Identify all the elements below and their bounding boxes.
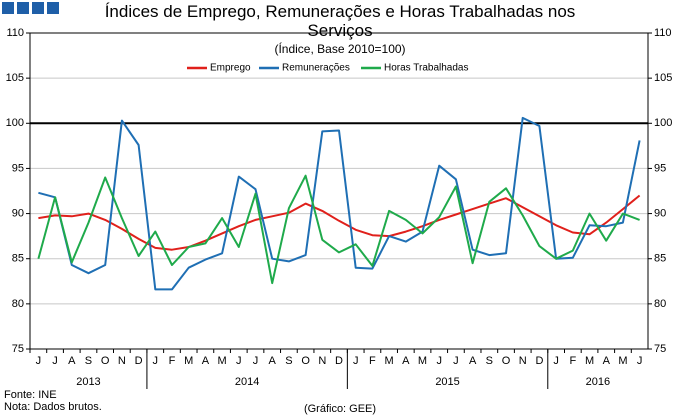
year-label: 2016: [586, 376, 610, 388]
y2-tick-label: 80: [654, 298, 666, 310]
y-tick-label: 80: [12, 298, 24, 310]
x-tick-label: O: [502, 355, 511, 367]
note: Nota: Dados brutos.: [4, 401, 102, 413]
x-tick-label: M: [585, 355, 594, 367]
x-tick-label: J: [353, 355, 359, 367]
y-tick-label: 90: [12, 207, 24, 219]
x-tick-label: F: [169, 355, 176, 367]
y2-tick-label: 100: [654, 117, 672, 129]
x-tick-label: A: [402, 355, 410, 367]
y2-tick-label: 95: [654, 162, 666, 174]
x-tick-label: S: [285, 355, 292, 367]
y2-tick-label: 110: [654, 27, 672, 39]
y2-tick-label: 90: [654, 207, 666, 219]
x-tick-label: F: [569, 355, 576, 367]
logo-square: [17, 2, 29, 14]
plot-frame: [29, 32, 649, 350]
year-label: 2015: [435, 376, 459, 388]
x-tick-label: N: [318, 355, 326, 367]
y-tick-label: 75: [12, 343, 24, 355]
x-tick-label: M: [217, 355, 226, 367]
y-tick-label: 100: [6, 117, 24, 129]
x-tick-label: M: [618, 355, 627, 367]
x-tick-label: J: [153, 355, 159, 367]
x-tick-label: J: [236, 355, 242, 367]
y-tick-label: 85: [12, 253, 24, 265]
y2-tick-label: 75: [654, 343, 666, 355]
series-line: [38, 116, 641, 291]
year-label: 2013: [76, 376, 100, 388]
x-tick-label: M: [418, 355, 427, 367]
x-tick-label: S: [486, 355, 493, 367]
legend-label: Remunerações: [282, 63, 350, 74]
chart-title: Índices de Emprego, Remunerações e Horas…: [104, 2, 576, 40]
x-tick-label: O: [101, 355, 110, 367]
series-line: [37, 174, 640, 285]
x-tick-label: J: [36, 355, 42, 367]
x-tick-label: J: [436, 355, 442, 367]
x-tick-label: J: [253, 355, 259, 367]
logo-square: [32, 2, 44, 14]
note: Fonte: INE: [4, 389, 57, 401]
y-tick-label: 95: [12, 162, 24, 174]
legend-label: Emprego: [210, 63, 251, 74]
year-label: 2014: [235, 376, 259, 388]
y2-tick-label: 105: [654, 72, 672, 84]
x-tick-label: F: [369, 355, 376, 367]
series-line: [38, 194, 641, 251]
legend-label: Horas Trabalhadas: [384, 63, 469, 74]
x-tick-label: J: [453, 355, 459, 367]
x-tick-label: A: [603, 355, 611, 367]
credit: (Gráfico: GEE): [304, 403, 376, 415]
x-tick-label: M: [385, 355, 394, 367]
x-tick-label: N: [519, 355, 527, 367]
logo-square: [2, 2, 14, 14]
x-tick-label: D: [535, 355, 543, 367]
x-tick-label: N: [118, 355, 126, 367]
logo-square: [47, 2, 59, 14]
x-tick-label: O: [301, 355, 310, 367]
x-tick-label: A: [269, 355, 277, 367]
x-tick-label: D: [135, 355, 143, 367]
x-tick-label: J: [52, 355, 58, 367]
x-tick-label: S: [85, 355, 92, 367]
x-tick-label: D: [335, 355, 343, 367]
chart-subtitle: (Índice, Base 2010=100): [274, 41, 405, 56]
x-tick-label: A: [469, 355, 477, 367]
x-tick-label: A: [202, 355, 210, 367]
x-tick-label: M: [184, 355, 193, 367]
y-tick-label: 110: [6, 27, 24, 39]
x-tick-label: J: [637, 355, 643, 367]
x-tick-label: J: [553, 355, 559, 367]
x-tick-label: A: [68, 355, 76, 367]
y-tick-label: 105: [6, 72, 24, 84]
y2-tick-label: 85: [654, 253, 666, 265]
